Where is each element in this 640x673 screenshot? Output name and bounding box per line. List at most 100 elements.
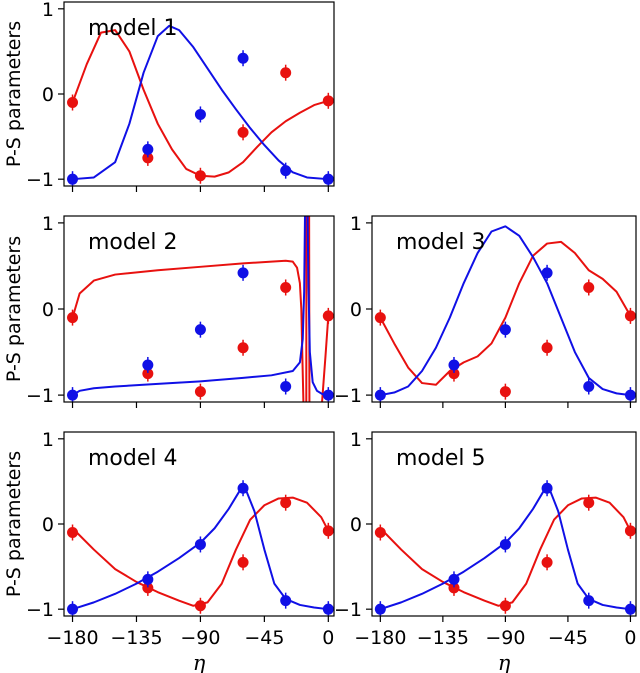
red-data-point [237,342,249,354]
blue-data-point [280,165,292,177]
y-tick-label: 1 [42,213,54,235]
plot-content [374,225,636,402]
red-data-point [237,556,249,568]
blue-data-point [499,324,511,336]
x-tick-label: 0 [624,627,636,649]
blue-data-point [322,603,334,615]
model-label: model 5 [396,446,486,471]
blue-data-point [67,389,79,401]
blue-fit-curve [379,225,632,397]
x-axis-label: η [193,651,206,673]
y-axis-label: P-S parameters [3,451,25,597]
blue-data-point [194,108,206,120]
x-tick-label: −90 [180,627,220,649]
red-data-point [194,170,206,182]
red-data-point [322,525,334,537]
y-tick-label: −1 [334,385,362,407]
x-tick-label: 0 [322,627,334,649]
blue-data-point [280,381,292,392]
plot-content [374,480,636,616]
red-data-point [624,525,636,537]
model-label: model 3 [396,230,486,255]
panel-3: −1 0 1 model 3 [334,213,637,408]
red-data-point [374,312,386,324]
y-tick-label: 0 [42,299,54,321]
red-data-point [237,126,249,138]
y-tick-label: 1 [42,429,54,451]
x-tick-label: −180 [354,627,406,649]
y-tick-label: 0 [350,299,362,321]
red-data-point [67,527,79,539]
blue-fit-curve [71,216,306,397]
y-axis-label: P-S parameters [3,236,25,382]
panel-1: −1 0 1 model 1 P-S parameters [3,0,335,192]
blue-data-point [541,482,553,494]
blue-data-point [237,267,249,279]
blue-data-point [194,324,206,336]
red-fit-curve [379,240,632,386]
red-data-point [194,386,206,398]
red-data-point [280,67,292,79]
y-tick-label: −1 [26,599,54,621]
red-data-point [280,281,292,293]
blue-data-point [142,573,154,585]
y-tick-label: 0 [42,84,54,106]
x-tick-label: −45 [244,627,284,649]
y-tick-label: −1 [26,169,54,191]
blue-data-point [237,52,249,64]
red-data-point [374,527,386,539]
model-label: model 1 [88,16,178,41]
blue-data-point [499,538,511,550]
panel-5: −1 0 1 −180 −135 −90 −45 0 model 5 η [334,429,637,673]
plot-area [372,216,636,402]
model-label: model 4 [88,446,178,471]
blue-data-point [624,389,636,401]
red-fit-curve [71,259,305,402]
x-tick-label: −180 [46,627,98,649]
red-data-point [142,582,154,594]
x-tick-label: −45 [548,627,588,649]
blue-data-point [142,359,154,371]
y-axis-label: P-S parameters [3,21,25,167]
x-tick-label: −135 [110,627,162,649]
red-data-point [499,386,511,398]
blue-data-point [67,603,79,615]
blue-data-point [67,173,79,185]
red-data-point [67,97,79,109]
red-data-point [194,600,206,612]
model-label: model 2 [88,230,178,255]
y-tick-label: 0 [350,514,362,536]
blue-data-point [374,603,386,615]
y-tick-label: −1 [334,599,362,621]
plot-area [64,2,334,186]
red-data-point [448,368,460,380]
y-tick-label: 1 [42,0,54,21]
red-data-point [583,497,595,509]
plot-content [67,480,334,616]
blue-data-point [194,538,206,550]
blue-data-point [142,143,154,155]
y-tick-label: 1 [350,429,362,451]
blue-data-point [448,573,460,585]
blue-data-point [237,482,249,494]
blue-data-point [541,267,553,279]
blue-fit-curve [71,24,330,181]
y-tick-label: 0 [42,514,54,536]
red-fit-curve [379,496,632,607]
panel-2: −1 0 1 model 2 P-S parameters [3,213,335,408]
blue-data-point [448,359,460,371]
red-data-point [624,310,636,322]
plot-area [372,432,636,616]
red-data-point [280,497,292,509]
x-tick-label: −90 [485,627,525,649]
blue-data-point [583,381,595,392]
red-data-point [142,152,154,164]
panel-4: −1 0 1 −180 −135 −90 −45 0 model 4 P-S parameters… [3,429,335,673]
red-data-point [67,312,79,324]
blue-data-point [583,595,595,607]
x-tick-label: −135 [417,627,469,649]
red-data-point [499,600,511,612]
y-tick-label: −1 [26,385,54,407]
